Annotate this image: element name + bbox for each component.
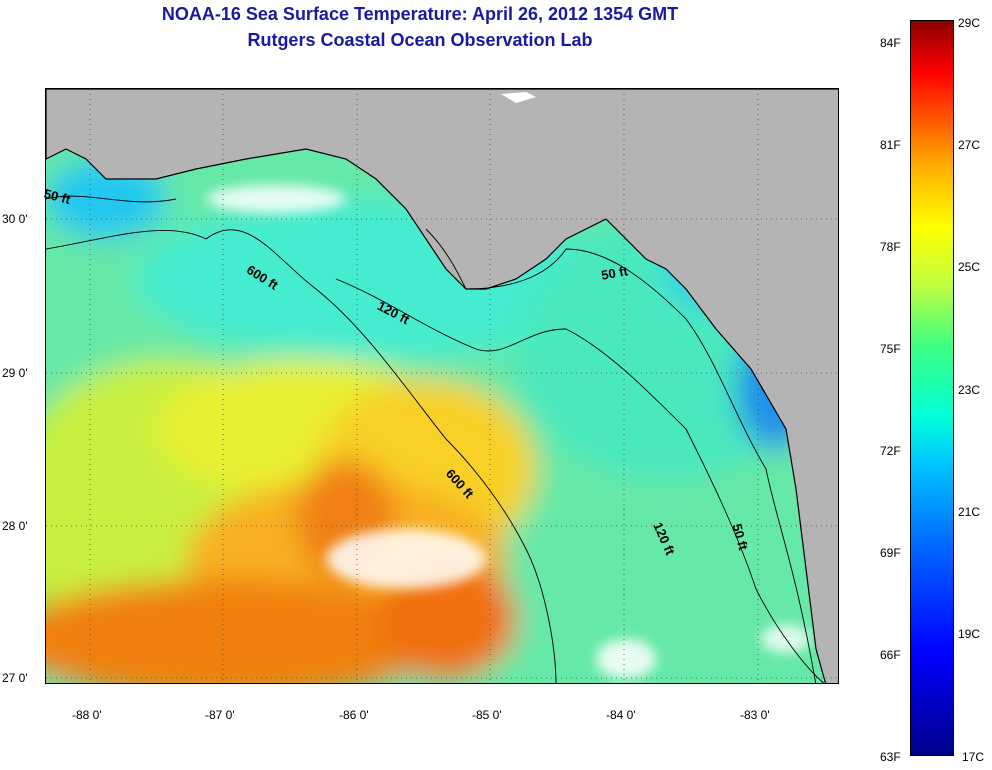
lon-tick-label: -83 0' [740,708,770,722]
map-title: NOAA-16 Sea Surface Temperature: April 2… [161,4,679,24]
lon-tick-label: -84 0' [606,708,636,722]
depth-contours [46,195,825,683]
colorbar-fahrenheit-label: 66F [880,648,901,662]
colorbar-fahrenheit-label: 72F [880,444,901,458]
temperature-colorbar [910,20,954,756]
lon-tick-label: -85 0' [472,708,502,722]
colorbar-fahrenheit-label: 84F [880,36,901,50]
colorbar-celsius-label: 17C [962,750,985,764]
colorbar-fahrenheit-label: 63F [880,750,901,764]
sst-map [45,88,839,684]
lat-tick-label: 30 0' [2,212,28,226]
colorbar-fahrenheit-label: 75F [880,342,901,356]
lat-tick-label: 29 0' [2,366,28,380]
land [46,89,838,683]
map-subtitle: Rutgers Coastal Ocean Observation Lab [247,30,593,50]
lon-tick-label: -86 0' [339,708,369,722]
colorbar-celsius-label: 29C [958,16,981,30]
colorbar-celsius-label: 19C [958,627,981,641]
lon-tick-label: -88 0' [72,708,102,722]
lat-tick-label: 28 0' [2,519,28,533]
colorbar-fahrenheit-label: 78F [880,240,901,254]
colorbar-celsius-label: 23C [958,383,981,397]
colorbar-fahrenheit-label: 81F [880,138,901,152]
colorbar-celsius-label: 27C [958,138,981,152]
colorbar-fahrenheit-label: 69F [880,546,901,560]
colorbar-celsius-label: 21C [958,505,981,519]
colorbar-celsius-label: 25C [958,260,981,274]
lat-tick-label: 27 0' [2,671,28,685]
lon-tick-label: -87 0' [205,708,235,722]
